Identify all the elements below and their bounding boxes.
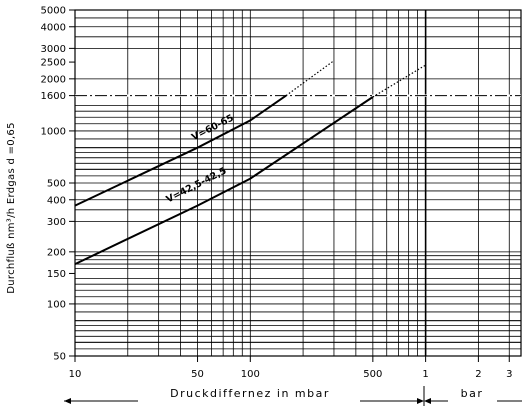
x-tick-label: 2 xyxy=(475,369,481,380)
y-tick-label: 2000 xyxy=(41,74,66,85)
y-tick-label: 3000 xyxy=(41,44,66,55)
series-dotted-0 xyxy=(286,61,334,96)
y-tick-label: 5000 xyxy=(41,6,66,17)
y-tick-label: 500 xyxy=(47,179,66,190)
y-tick-label: 50 xyxy=(53,352,66,363)
x-tick-label: 50 xyxy=(191,369,204,380)
y-tick-label: 1600 xyxy=(41,91,66,102)
y-tick-label: 300 xyxy=(47,217,66,228)
y-tick-label: 1000 xyxy=(41,126,66,137)
y-tick-label: 150 xyxy=(47,269,66,280)
x-axis-title-bar: bar xyxy=(461,387,484,400)
x-tick-label: 10 xyxy=(69,369,82,380)
x-axis-title: Druckdiffernez in mbar xyxy=(170,387,330,400)
x-tick-label: 100 xyxy=(241,369,260,380)
y-tick-label: 400 xyxy=(47,195,66,206)
x-tick-label: 1 xyxy=(422,369,428,380)
y-tick-label: 100 xyxy=(47,299,66,310)
y-axis-title-text: Durchfluß nm³/h Erdgas d =0,65 xyxy=(6,122,17,294)
x-tick-label: 500 xyxy=(363,369,382,380)
y-tick-label: 200 xyxy=(47,247,66,258)
grid-layer xyxy=(75,10,521,356)
y-tick-label: 2500 xyxy=(41,58,66,69)
y-tick-label: 4000 xyxy=(41,22,66,33)
y-axis-title: Durchfluß nm³/h Erdgas d =0,65 xyxy=(6,122,17,294)
tick-labels: 5010015020030040050010001600200025003000… xyxy=(41,6,513,381)
x-tick-label: 3 xyxy=(506,369,512,380)
